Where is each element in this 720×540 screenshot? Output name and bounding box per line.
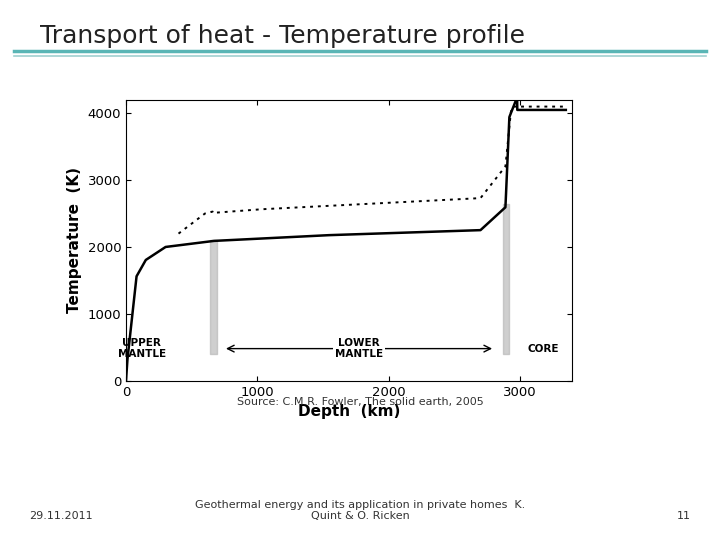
Text: 11: 11 bbox=[678, 511, 691, 521]
X-axis label: Depth  (km): Depth (km) bbox=[298, 404, 400, 419]
Text: UPPER
MANTLE: UPPER MANTLE bbox=[117, 338, 166, 360]
Text: CORE: CORE bbox=[528, 343, 559, 354]
Text: 29.11.2011: 29.11.2011 bbox=[29, 511, 92, 521]
Text: Transport of heat - Temperature profile: Transport of heat - Temperature profile bbox=[40, 24, 525, 48]
Y-axis label: Temperature  (K): Temperature (K) bbox=[67, 167, 82, 313]
Text: LOWER
MANTLE: LOWER MANTLE bbox=[335, 338, 383, 360]
Text: Geothermal energy and its application in private homes  K.
Quint & O. Ricken: Geothermal energy and its application in… bbox=[195, 500, 525, 521]
Text: Source: C.M.R. Fowler, The solid earth, 2005: Source: C.M.R. Fowler, The solid earth, … bbox=[237, 397, 483, 407]
